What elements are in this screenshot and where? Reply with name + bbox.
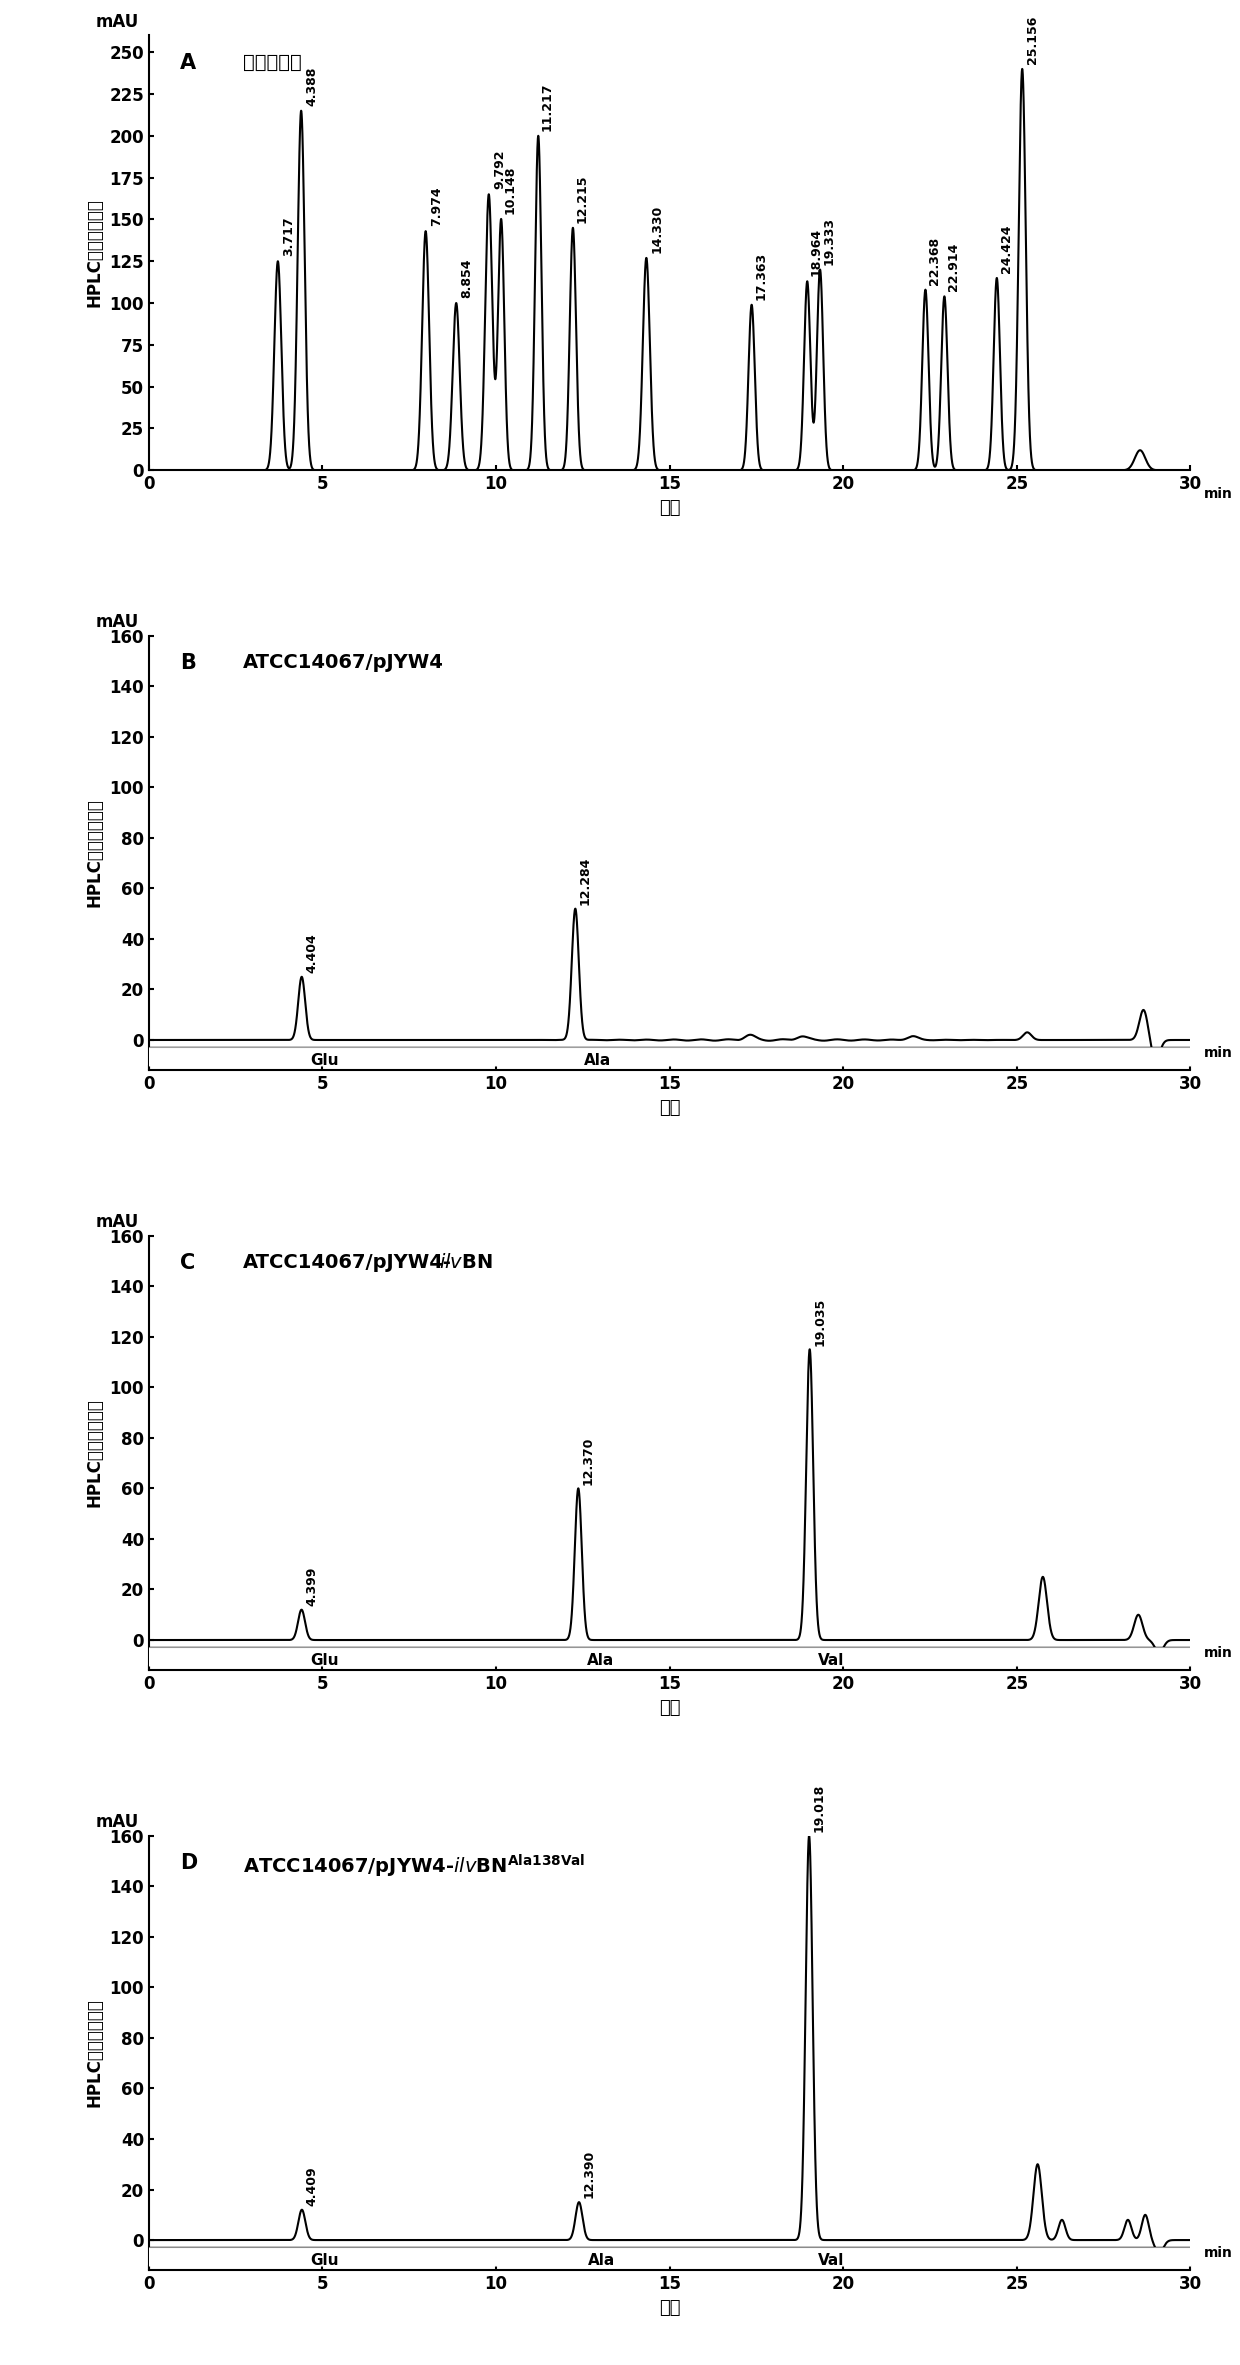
- Y-axis label: HPLC紫外检测信号: HPLC紫外检测信号: [86, 799, 104, 908]
- Text: 19.018: 19.018: [812, 1783, 826, 1833]
- Text: A: A: [180, 52, 196, 73]
- Text: ATCC14067/pJYW4: ATCC14067/pJYW4: [243, 653, 444, 672]
- Text: Glu: Glu: [310, 1653, 339, 1667]
- Text: B: B: [180, 653, 196, 674]
- Text: 7.974: 7.974: [430, 187, 443, 227]
- Text: 12.215: 12.215: [575, 175, 589, 222]
- Text: Ala: Ala: [588, 2254, 615, 2268]
- Text: 24.424: 24.424: [999, 225, 1013, 272]
- Text: 10.148: 10.148: [503, 166, 517, 215]
- Text: 22.914: 22.914: [947, 244, 960, 291]
- Text: 8.854: 8.854: [460, 258, 474, 298]
- Text: 9.792: 9.792: [494, 149, 506, 189]
- Text: 4.404: 4.404: [305, 934, 319, 972]
- Text: min: min: [1204, 1045, 1233, 1060]
- Text: min: min: [1204, 2247, 1233, 2259]
- Y-axis label: HPLC紫外检测信号: HPLC紫外检测信号: [86, 1398, 104, 1507]
- Text: $\mathit{ilv}$BN: $\mathit{ilv}$BN: [439, 1253, 494, 1272]
- Text: 氨基酸标品: 氨基酸标品: [243, 52, 301, 71]
- Text: 17.363: 17.363: [754, 251, 768, 300]
- Text: 12.390: 12.390: [583, 2150, 595, 2199]
- X-axis label: 时间: 时间: [658, 2299, 681, 2318]
- Text: mAU: mAU: [95, 613, 139, 631]
- Text: Glu: Glu: [310, 1052, 339, 1067]
- Text: 4.409: 4.409: [305, 2166, 319, 2207]
- Text: 3.717: 3.717: [281, 218, 295, 255]
- Text: 22.368: 22.368: [929, 236, 941, 284]
- Text: 12.370: 12.370: [582, 1436, 595, 1485]
- Text: 19.333: 19.333: [823, 218, 836, 265]
- Text: min: min: [1204, 487, 1233, 501]
- Text: Val: Val: [818, 1653, 844, 1667]
- Y-axis label: HPLC紫外检测信号: HPLC紫外检测信号: [86, 199, 104, 307]
- Text: 25.156: 25.156: [1027, 17, 1039, 64]
- Text: 14.330: 14.330: [651, 206, 663, 253]
- Text: Ala: Ala: [584, 1052, 611, 1067]
- Text: 18.964: 18.964: [810, 227, 823, 277]
- X-axis label: 时间: 时间: [658, 1100, 681, 1116]
- Text: D: D: [180, 1854, 197, 1873]
- Text: mAU: mAU: [95, 14, 139, 31]
- X-axis label: 时间: 时间: [658, 499, 681, 516]
- Text: ATCC14067/pJYW4-$\mathit{ilv}$BN$\mathregular{^{Ala138Val}}$: ATCC14067/pJYW4-$\mathit{ilv}$BN$\mathre…: [243, 1854, 585, 1880]
- Text: C: C: [180, 1253, 195, 1272]
- Text: 11.217: 11.217: [541, 83, 554, 130]
- Text: 4.399: 4.399: [305, 1566, 317, 1606]
- Y-axis label: HPLC紫外检测信号: HPLC紫外检测信号: [86, 1998, 104, 2107]
- Text: mAU: mAU: [95, 1814, 139, 1831]
- Text: ATCC14067/pJYW4-: ATCC14067/pJYW4-: [243, 1253, 451, 1272]
- X-axis label: 时间: 时间: [658, 1698, 681, 1717]
- Text: 19.035: 19.035: [813, 1298, 826, 1346]
- Text: 12.284: 12.284: [579, 856, 591, 906]
- Text: Val: Val: [818, 2254, 844, 2268]
- Text: Glu: Glu: [310, 2254, 339, 2268]
- Text: min: min: [1204, 1646, 1233, 1660]
- Text: mAU: mAU: [95, 1213, 139, 1232]
- Text: Ala: Ala: [587, 1653, 614, 1667]
- Text: 4.388: 4.388: [305, 66, 319, 106]
